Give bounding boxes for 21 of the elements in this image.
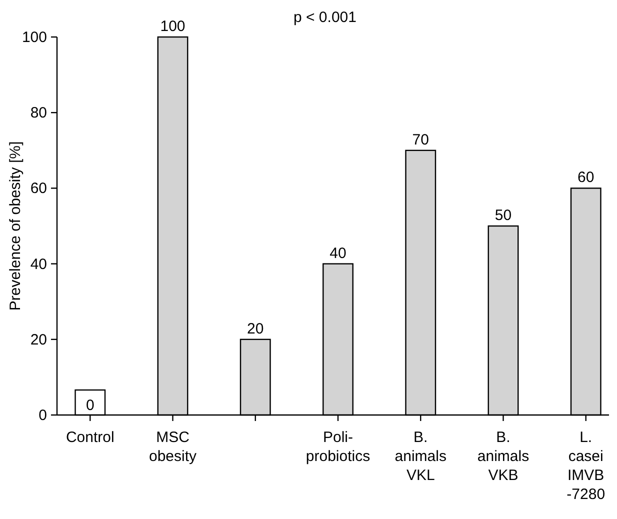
x-tick-label: Control	[66, 429, 114, 446]
x-tick-label: B. animals VKB	[477, 429, 530, 484]
data-label: 40	[330, 244, 346, 262]
y-tick-label: 40	[30, 256, 47, 273]
y-tick-label: 60	[30, 180, 47, 198]
y-axis-title: Prevelence of obesity [%]	[7, 141, 24, 311]
y-tick-label: 80	[30, 104, 47, 122]
data-label: 100	[160, 18, 186, 35]
x-tick-label: L. casei IMVB -7280	[566, 429, 606, 503]
y-tick-label: 100	[22, 29, 47, 46]
x-tick-label: B. animals VKL	[394, 429, 446, 484]
data-label: 70	[412, 131, 429, 148]
y-tick-label: 0	[38, 407, 47, 424]
y-tick-label: 20	[30, 331, 47, 348]
data-label: 20	[247, 320, 264, 338]
data-label: 0	[86, 397, 94, 414]
x-tick-label: Poli- probiotics	[306, 429, 370, 465]
text: p < 0.001	[294, 9, 356, 26]
data-label: 60	[578, 169, 594, 186]
x-tick-label: MSC obesity	[148, 429, 198, 465]
data-label: 50	[494, 207, 512, 224]
